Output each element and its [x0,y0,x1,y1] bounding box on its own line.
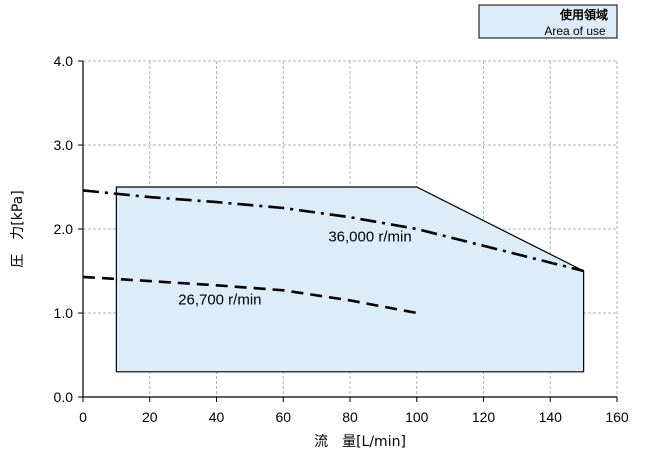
y-tick-label: 0.0 [54,389,74,405]
legend-subtitle: Area of use [544,24,606,38]
area-of-use-layer [115,186,585,373]
x-tick-label: 60 [275,409,291,425]
legend-swatch [478,4,618,39]
legend-title: 使用領域 [559,7,608,22]
x-tick-label: 0 [79,409,87,425]
x-axis-title: 流 量[L/min] [314,434,406,450]
x-tick-label: 80 [342,409,358,425]
x-tick-label: 120 [472,409,496,425]
y-tick-label: 2.0 [54,221,74,237]
x-tick-label: 100 [405,409,429,425]
series-label-2: 26,700 r/min [178,292,261,309]
x-tick-label: 40 [209,409,225,425]
axes: 0 20 40 60 80 100 120 140 160 0.0 1.0 2.0 3.0 4.0 [54,53,629,425]
y-tick-label: 3.0 [54,137,74,153]
y-tick-label: 4.0 [54,53,74,69]
labels-layer: 36,000 r/min 26,700 r/min [178,229,412,309]
y-tick-label: 1.0 [54,305,74,321]
x-tick-label: 160 [605,409,629,425]
legend: 使用領域 Area of use [478,4,618,39]
y-axis-title: 圧 力[kPa] [10,190,26,267]
x-tick-label: 140 [539,409,563,425]
area-of-use-region [115,186,585,373]
x-tick-label: 20 [142,409,158,425]
series-label-1: 36,000 r/min [328,229,411,246]
